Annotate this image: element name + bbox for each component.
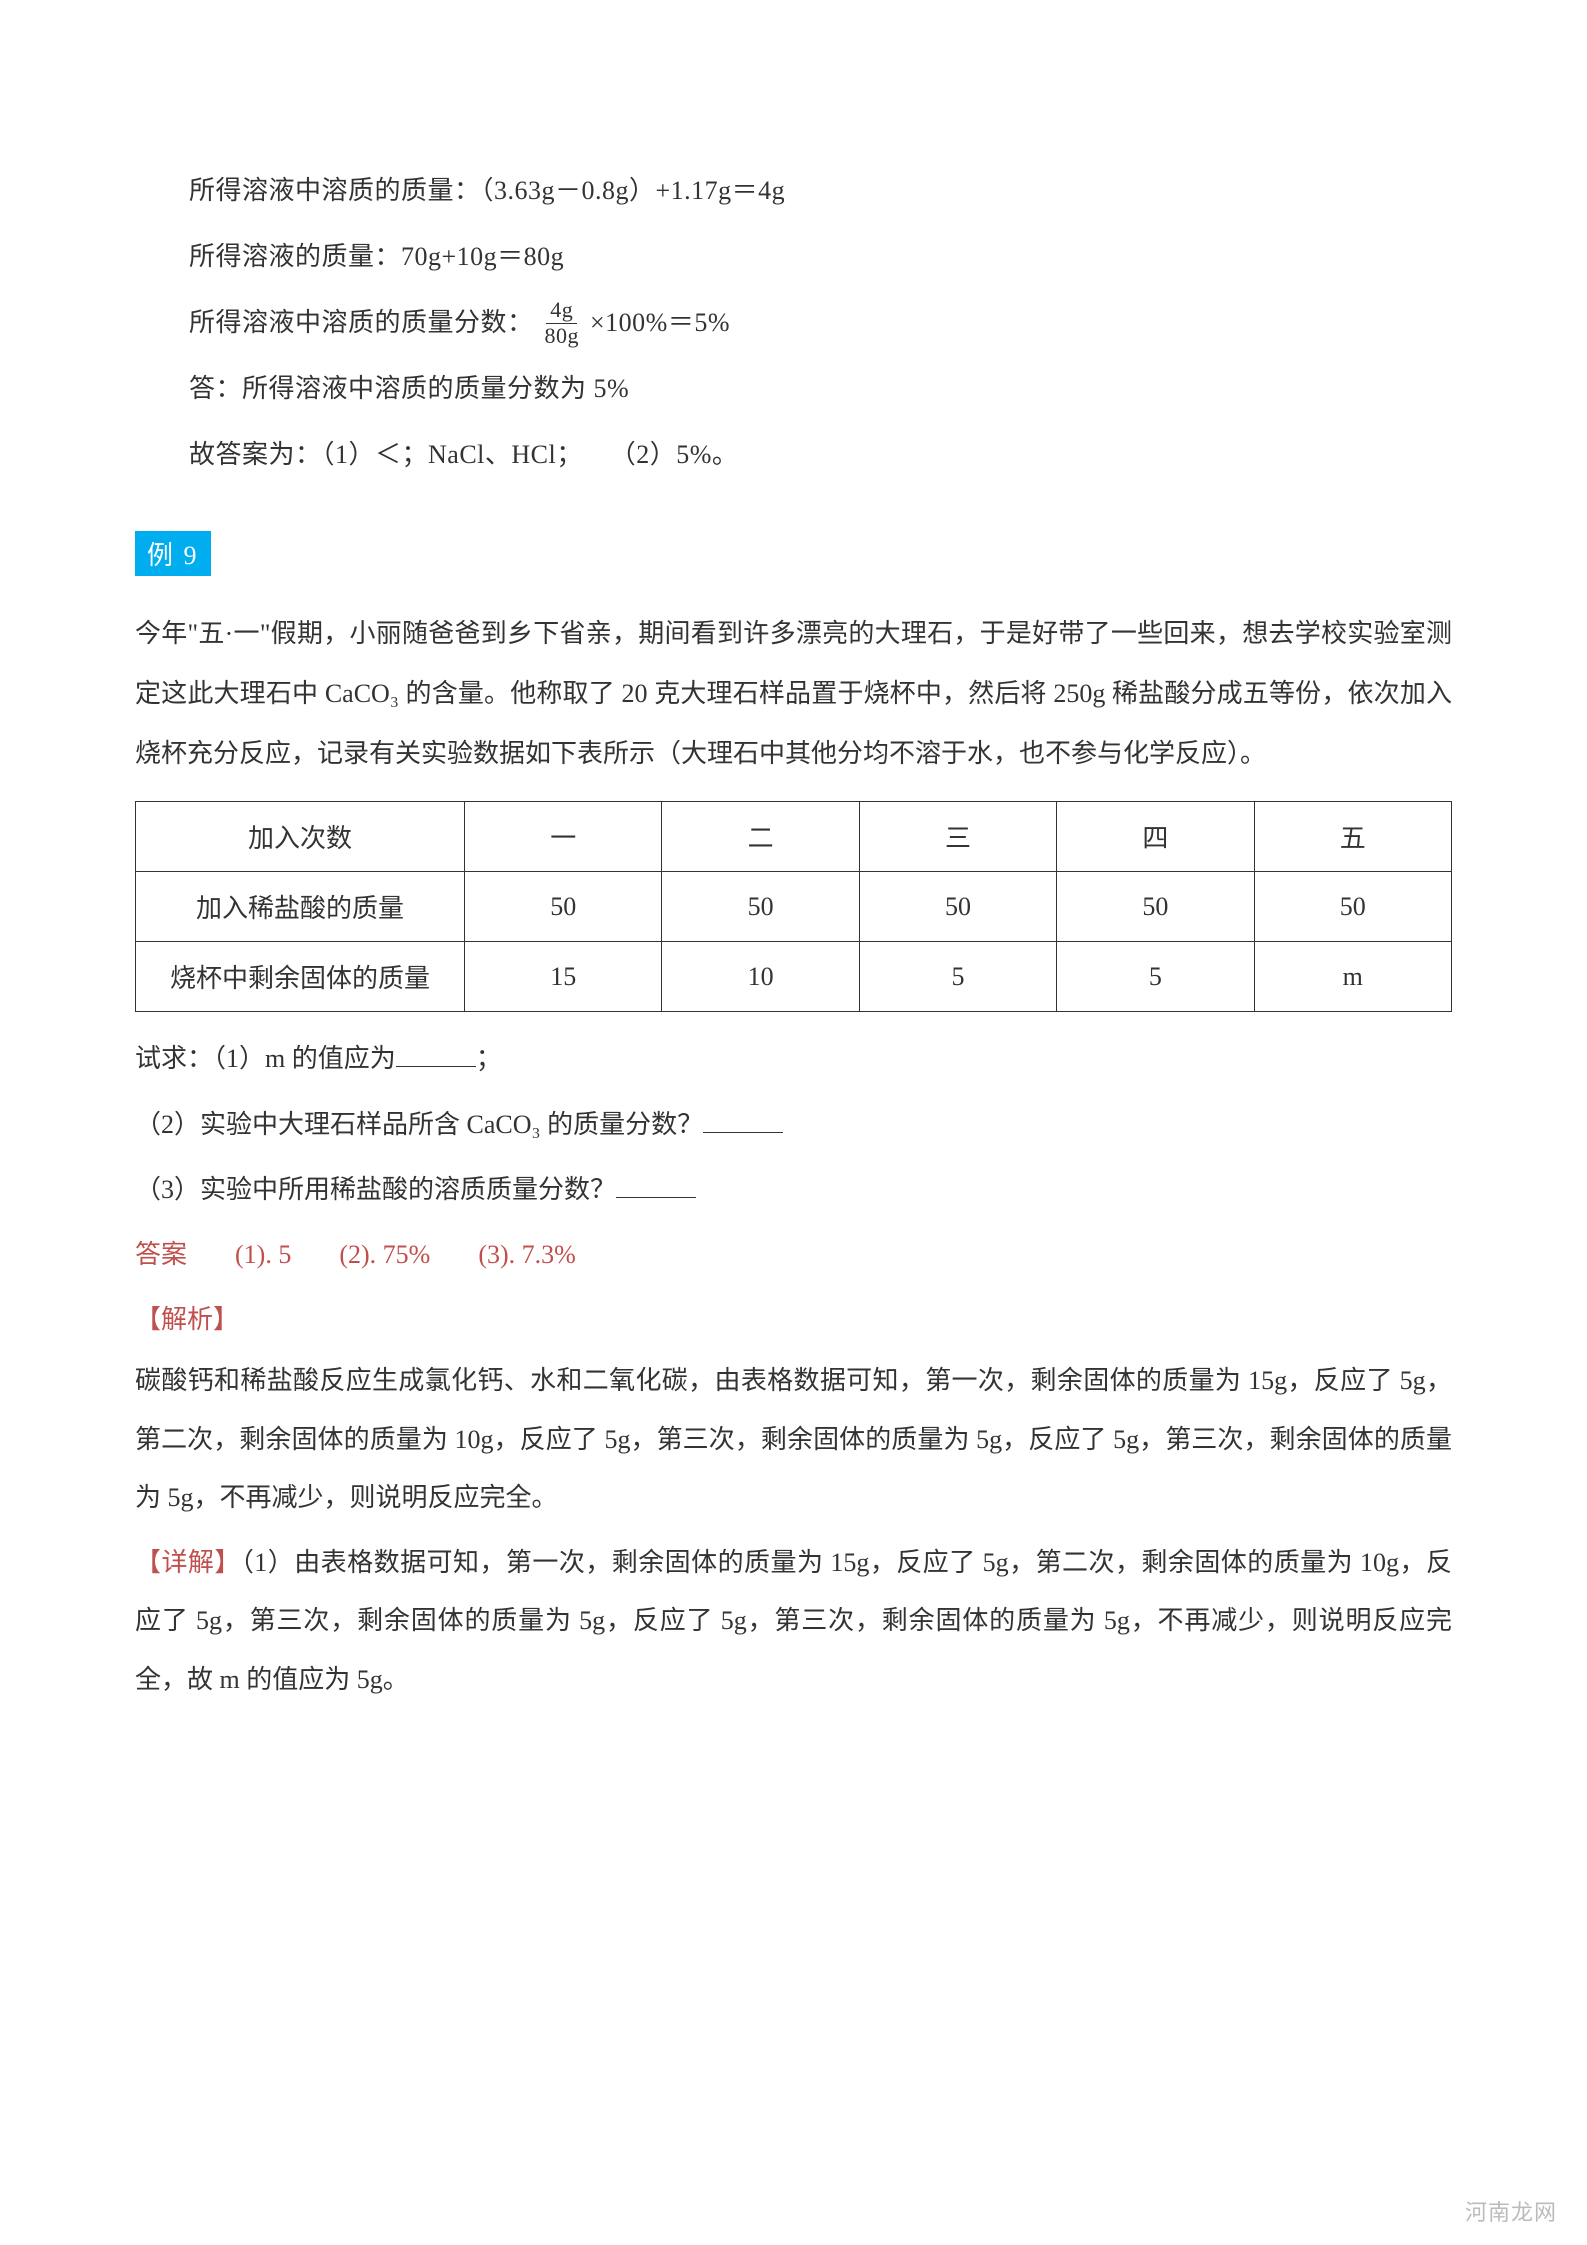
answer-3: (3). 7.3% <box>478 1240 575 1269</box>
question-3: （3）实验中所用稀盐酸的溶质质量分数？ <box>135 1161 1452 1218</box>
detail-block: 【详解】（1）由表格数据可知，第一次，剩余固体的质量为 15g，反应了 5g，第… <box>135 1534 1452 1710</box>
solution-line-3-post: ×100%＝5% <box>590 297 730 349</box>
question-1-post: ； <box>476 1044 502 1073</box>
table-cell: 10 <box>662 942 859 1012</box>
answer-2: (2). 75% <box>339 1240 430 1269</box>
table-row-label: 加入次数 <box>136 802 465 872</box>
detail-text: （1）由表格数据可知，第一次，剩余固体的质量为 15g，反应了 5g，第二次，剩… <box>135 1548 1452 1694</box>
table-cell: 5 <box>859 942 1056 1012</box>
table-cell: 四 <box>1057 802 1254 872</box>
question-1-pre: 试求：（1）m 的值应为 <box>135 1044 396 1073</box>
blank-line <box>616 1194 696 1198</box>
answer-label: 答案 <box>135 1240 187 1269</box>
table-cell: 50 <box>662 872 859 942</box>
fraction: 4g 80g <box>541 298 584 347</box>
table-row: 加入次数 一 二 三 四 五 <box>136 802 1452 872</box>
solution-line-3-pre: 所得溶液中溶质的质量分数： <box>189 297 534 349</box>
question-2-text: （2）实验中大理石样品所含 CaCO₃ 的质量分数？ <box>135 1110 703 1139</box>
blank-line <box>396 1063 476 1067</box>
table-cell: 5 <box>1057 942 1254 1012</box>
table-cell: 二 <box>662 802 859 872</box>
table-cell: 三 <box>859 802 1056 872</box>
example-tag: 例 9 <box>135 531 211 576</box>
table-cell: 15 <box>465 942 662 1012</box>
table-cell: 五 <box>1254 802 1451 872</box>
answer-line: 答案 (1). 5 (2). 75% (3). 7.3% <box>135 1226 1452 1283</box>
table-row: 加入稀盐酸的质量 50 50 50 50 50 <box>136 872 1452 942</box>
solution-line-5: 故答案为：（1）＜；NaCl、HCl； （2）5%。 <box>135 429 1452 481</box>
table-cell: 50 <box>465 872 662 942</box>
fraction-numerator: 4g <box>546 298 577 323</box>
question-3-text: （3）实验中所用稀盐酸的溶质质量分数？ <box>135 1175 616 1204</box>
table-cell: 50 <box>1254 872 1451 942</box>
table-cell: 50 <box>1057 872 1254 942</box>
table-cell: 50 <box>859 872 1056 942</box>
watermark: 河南龙网 <box>1465 2195 1557 2227</box>
solution-line-2: 所得溶液的质量：70g+10g＝80g <box>135 231 1452 283</box>
question-1: 试求：（1）m 的值应为 ； <box>135 1030 1452 1087</box>
detail-label: 【详解】 <box>135 1548 241 1577</box>
table-row-label: 烧杯中剩余固体的质量 <box>136 942 465 1012</box>
table-row-label: 加入稀盐酸的质量 <box>136 872 465 942</box>
fraction-denominator: 80g <box>541 324 584 348</box>
problem-text: 今年"五·一"假期，小丽随爸爸到乡下省亲，期间看到许多漂亮的大理石，于是好带了一… <box>135 604 1452 783</box>
table-cell: 一 <box>465 802 662 872</box>
solution-line-1: 所得溶液中溶质的质量：（3.63g－0.8g）+1.17g＝4g <box>135 165 1452 217</box>
solution-line-4: 答：所得溶液中溶质的质量分数为 5% <box>135 363 1452 415</box>
data-table-body: 加入次数 一 二 三 四 五 加入稀盐酸的质量 50 50 50 50 50 烧… <box>136 802 1452 1012</box>
blank-line <box>703 1129 783 1133</box>
table-cell: m <box>1254 942 1451 1012</box>
answer-1: (1). 5 <box>235 1240 291 1269</box>
analysis-text: 碳酸钙和稀盐酸反应生成氯化钙、水和二氧化碳，由表格数据可知，第一次，剩余固体的质… <box>135 1352 1452 1528</box>
question-2: （2）实验中大理石样品所含 CaCO₃ 的质量分数？ <box>135 1096 1452 1153</box>
table-row: 烧杯中剩余固体的质量 15 10 5 5 m <box>136 942 1452 1012</box>
data-table: 加入次数 一 二 三 四 五 加入稀盐酸的质量 50 50 50 50 50 烧… <box>135 801 1452 1012</box>
solution-line-3: 所得溶液中溶质的质量分数： 4g 80g ×100%＝5% <box>135 297 1452 349</box>
analysis-label: 【解析】 <box>135 1291 1452 1348</box>
